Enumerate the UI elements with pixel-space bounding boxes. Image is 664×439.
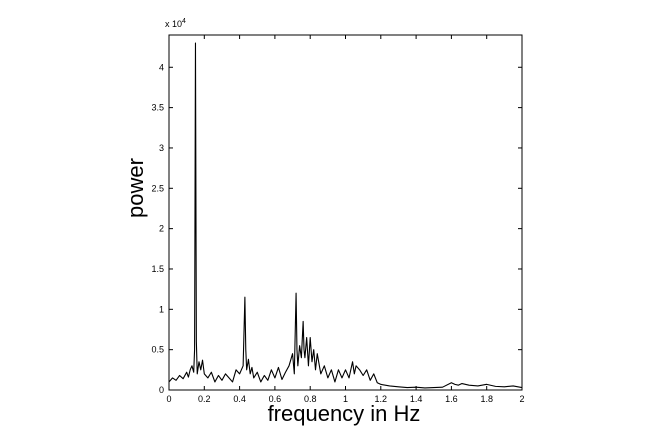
x-tick-label: 0: [166, 394, 171, 404]
y-exponent-label: x 104: [165, 18, 186, 29]
y-axis-ticks: 0 0.5 1 1.5 2 2.5 3 3.5 4: [151, 62, 522, 395]
y-tick-label: 3.5: [151, 103, 164, 113]
x-axis-ticks: 0 0.2 0.4 0.6 0.8 1 1.2 1.4 1.6 1.8 2: [166, 35, 525, 404]
x-tick-label: 0.2: [198, 394, 211, 404]
x-tick-label: 1.8: [480, 394, 493, 404]
series-line: [168, 42, 523, 389]
x-tick-label: 0.8: [304, 394, 317, 404]
x-tick-label: 1.2: [375, 394, 388, 404]
y-tick-label: 1.5: [151, 264, 164, 274]
y-tick-label: 2.5: [151, 183, 164, 193]
x-tick-label: 0.6: [269, 394, 282, 404]
x-tick-label: 0.4: [233, 394, 246, 404]
x-tick-label: 1.6: [445, 394, 458, 404]
x-axis-title: frequency in Hz: [268, 401, 421, 426]
x-tick-label: 1: [343, 394, 348, 404]
y-tick-label: 1: [159, 304, 164, 314]
x-tick-label: 1.4: [410, 394, 423, 404]
plot-frame: [168, 34, 523, 391]
y-tick-label: 0.5: [151, 345, 164, 355]
y-tick-label: 2: [159, 224, 164, 234]
y-tick-label: 4: [159, 62, 164, 72]
y-tick-label: 3: [159, 143, 164, 153]
x-tick-label: 2: [519, 394, 524, 404]
y-axis-title: power: [123, 158, 148, 218]
y-tick-label: 0: [159, 385, 164, 395]
